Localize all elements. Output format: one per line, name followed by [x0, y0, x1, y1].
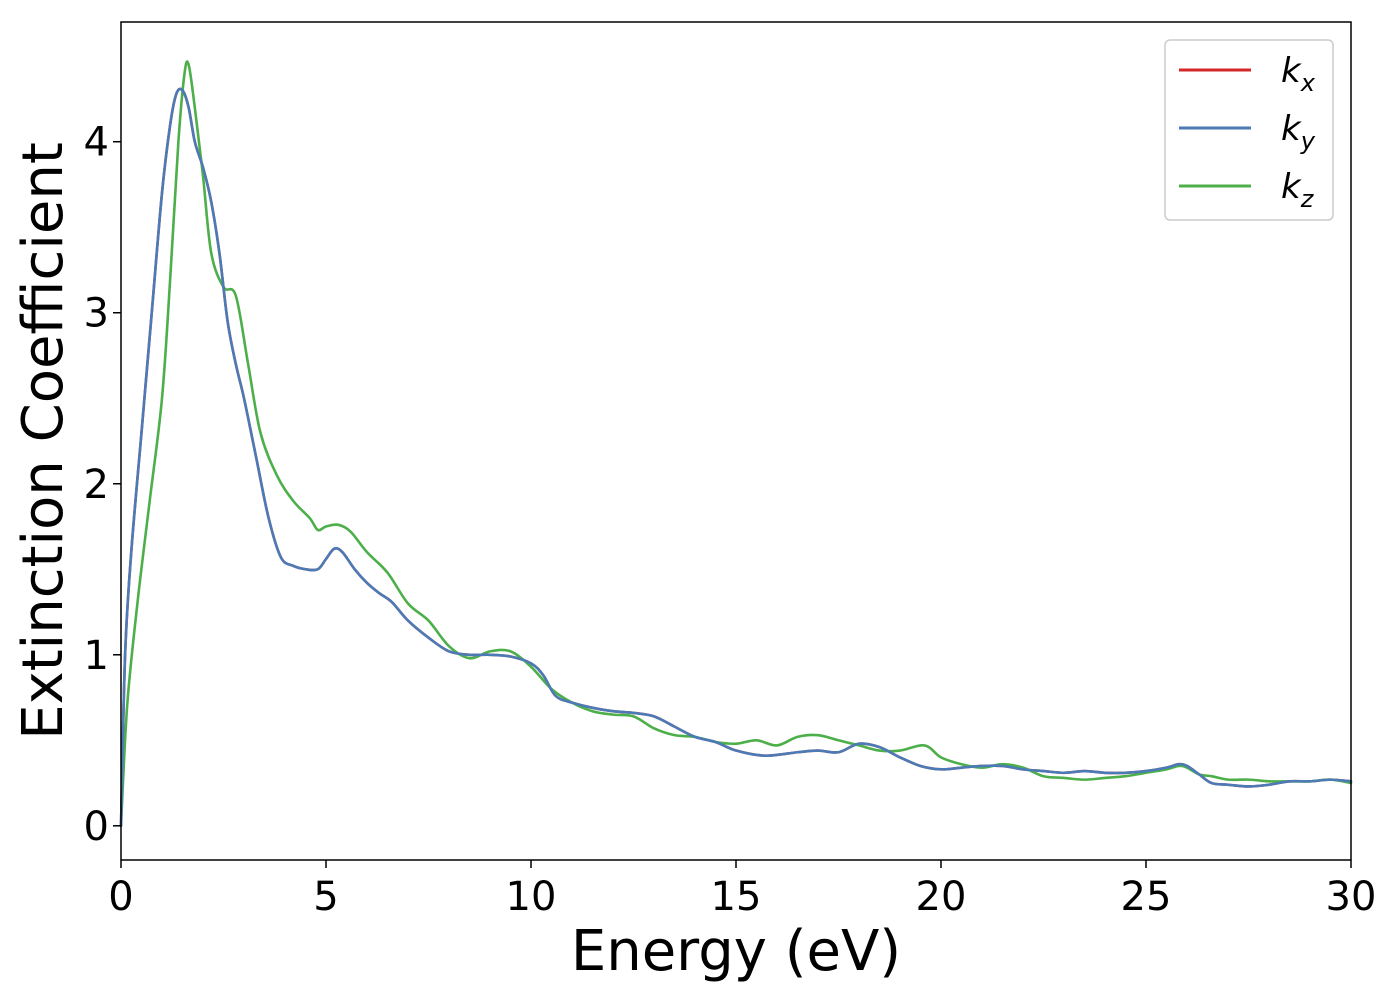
plot-background — [121, 22, 1351, 860]
x-axis: 0 5 10 15 20 25 30 — [108, 860, 1376, 920]
y-tick-label: 2 — [84, 462, 109, 508]
series-line-z — [119, 60, 1353, 828]
y-tick-label: 1 — [84, 633, 109, 679]
x-tick-label: 5 — [313, 874, 338, 920]
x-tick-label: 20 — [916, 874, 967, 920]
legend-label-x: kx — [1281, 51, 1316, 97]
legend: kx ky kz — [1164, 39, 1334, 221]
x-tick-label: 25 — [1121, 874, 1172, 920]
legend-label-y: ky — [1281, 109, 1316, 155]
y-axis-title: Extinction Coefficient — [11, 142, 76, 740]
legend-box — [1164, 39, 1334, 221]
x-tick-label: 10 — [506, 874, 557, 920]
y-axis: 0 1 2 3 4 — [84, 120, 121, 850]
series-layer — [119, 60, 1353, 828]
y-tick-label: 0 — [84, 804, 109, 850]
x-tick-label: 30 — [1326, 874, 1377, 920]
x-axis-title: Energy (eV) — [571, 919, 901, 984]
series-line-y — [119, 87, 1353, 828]
y-tick-label: 4 — [84, 120, 109, 166]
x-tick-label: 15 — [711, 874, 762, 920]
y-tick-label: 3 — [84, 291, 109, 337]
legend-label-z: kz — [1281, 167, 1315, 213]
x-tick-label: 0 — [108, 874, 133, 920]
